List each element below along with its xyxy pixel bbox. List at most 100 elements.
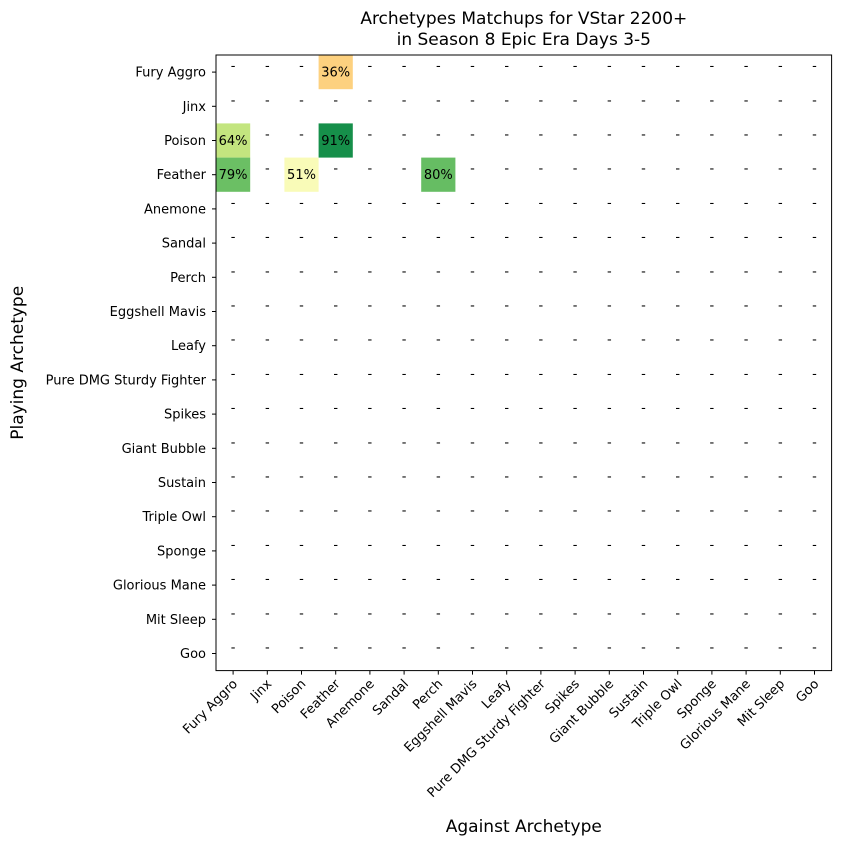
missing-cell-marker: - <box>436 470 441 485</box>
missing-cell-marker: - <box>265 367 270 382</box>
missing-cell-marker: - <box>368 264 373 279</box>
missing-cell-marker: - <box>675 504 680 519</box>
missing-cell-marker: - <box>744 196 749 211</box>
missing-cell-marker: - <box>504 162 509 177</box>
missing-cell-marker: - <box>539 230 544 245</box>
missing-cell-marker: - <box>573 435 578 450</box>
missing-cell-marker: - <box>265 128 270 143</box>
missing-cell-marker: - <box>812 606 817 621</box>
missing-cell-marker: - <box>812 128 817 143</box>
plot-frame <box>215 54 833 672</box>
missing-cell-marker: - <box>573 59 578 74</box>
heatmap-cell <box>216 157 251 192</box>
missing-cell-marker: - <box>436 299 441 314</box>
missing-cell-marker: - <box>504 572 509 587</box>
missing-cell-marker: - <box>231 538 236 553</box>
missing-cell-marker: - <box>231 435 236 450</box>
missing-cell-marker: - <box>573 299 578 314</box>
missing-cell-marker: - <box>607 470 612 485</box>
missing-cell-marker: - <box>470 196 475 211</box>
y-tick-label: Pure DMG Sturdy Fighter <box>46 373 207 388</box>
missing-cell-marker: - <box>710 230 715 245</box>
missing-cell-marker: - <box>573 504 578 519</box>
missing-cell-marker: - <box>744 641 749 656</box>
missing-cell-marker: - <box>710 196 715 211</box>
missing-cell-marker: - <box>368 504 373 519</box>
missing-cell-marker: - <box>231 230 236 245</box>
missing-cell-marker: - <box>368 401 373 416</box>
missing-cell-marker: - <box>812 299 817 314</box>
missing-cell-marker: - <box>470 504 475 519</box>
missing-cell-marker: - <box>539 572 544 587</box>
missing-cell-marker: - <box>778 93 783 108</box>
missing-cell-marker: - <box>504 196 509 211</box>
missing-cell-marker: - <box>265 59 270 74</box>
missing-cell-marker: - <box>607 93 612 108</box>
missing-cell-marker: - <box>231 504 236 519</box>
missing-cell-marker: - <box>504 606 509 621</box>
missing-cell-marker: - <box>812 470 817 485</box>
missing-cell-marker: - <box>744 504 749 519</box>
missing-cell-marker: - <box>710 606 715 621</box>
missing-cell-marker: - <box>333 230 338 245</box>
missing-cell-marker: - <box>402 93 407 108</box>
missing-cell-marker: - <box>368 162 373 177</box>
y-tick-label: Feather <box>157 168 207 183</box>
missing-cell-marker: - <box>607 401 612 416</box>
missing-cell-marker: - <box>812 196 817 211</box>
missing-cell-marker: - <box>231 333 236 348</box>
missing-cell-marker: - <box>778 299 783 314</box>
missing-cell-marker: - <box>744 59 749 74</box>
missing-cell-marker: - <box>744 230 749 245</box>
missing-cell-marker: - <box>265 538 270 553</box>
missing-cell-marker: - <box>265 606 270 621</box>
chart-title-line-2: in Season 8 Epic Era Days 3-5 <box>397 30 651 50</box>
missing-cell-marker: - <box>402 401 407 416</box>
x-axis-label: Against Archetype <box>446 817 602 837</box>
heatmap-cell-label: 79% <box>219 168 248 183</box>
missing-cell-marker: - <box>299 538 304 553</box>
missing-cell-marker: - <box>470 230 475 245</box>
missing-cell-marker: - <box>607 128 612 143</box>
missing-cell-marker: - <box>402 641 407 656</box>
missing-cell-marker: - <box>504 367 509 382</box>
missing-cell-marker: - <box>744 572 749 587</box>
missing-cell-marker: - <box>333 606 338 621</box>
missing-cell-marker: - <box>436 230 441 245</box>
missing-cell-marker: - <box>402 606 407 621</box>
missing-cell-marker: - <box>265 401 270 416</box>
missing-cell-marker: - <box>744 606 749 621</box>
missing-cell-marker: - <box>607 230 612 245</box>
missing-cell-marker: - <box>744 401 749 416</box>
missing-cell-marker: - <box>299 641 304 656</box>
missing-cell-marker: - <box>299 128 304 143</box>
missing-cell-marker: - <box>231 299 236 314</box>
missing-cell-marker: - <box>539 435 544 450</box>
missing-cell-marker: - <box>402 299 407 314</box>
missing-cell-marker: - <box>812 401 817 416</box>
missing-cell-marker: - <box>607 367 612 382</box>
missing-cell-marker: - <box>368 128 373 143</box>
missing-cell-marker: - <box>299 230 304 245</box>
missing-cell-marker: - <box>641 401 646 416</box>
missing-cell-marker: - <box>265 230 270 245</box>
missing-cell-marker: - <box>402 59 407 74</box>
missing-cell-marker: - <box>231 572 236 587</box>
missing-cell-marker: - <box>299 333 304 348</box>
missing-cell-marker: - <box>607 504 612 519</box>
missing-cell-marker: - <box>504 401 509 416</box>
missing-cell-marker: - <box>368 435 373 450</box>
missing-cell-marker: - <box>675 470 680 485</box>
missing-cell-marker: - <box>641 367 646 382</box>
missing-cell-marker: - <box>436 401 441 416</box>
missing-cell-marker: - <box>573 538 578 553</box>
missing-cell-marker: - <box>333 401 338 416</box>
missing-cell-marker: - <box>333 435 338 450</box>
missing-cell-marker: - <box>436 333 441 348</box>
missing-cell-marker: - <box>265 299 270 314</box>
missing-cell-marker: - <box>778 128 783 143</box>
missing-cell-marker: - <box>504 128 509 143</box>
missing-cell-marker: - <box>299 59 304 74</box>
y-tick-label: Glorious Mane <box>113 579 206 594</box>
missing-cell-marker: - <box>470 162 475 177</box>
